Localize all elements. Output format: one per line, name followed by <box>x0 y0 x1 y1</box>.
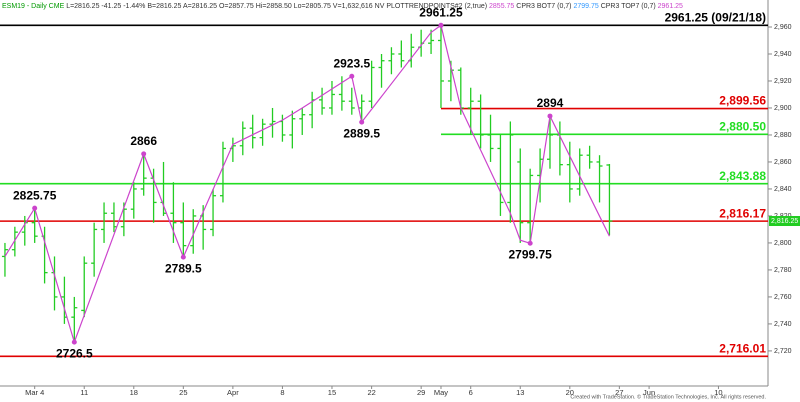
x-tick-label: Jun <box>643 388 655 397</box>
pivot-dot <box>71 339 77 345</box>
x-tick-label: 18 <box>130 388 138 397</box>
pivot-dot <box>349 73 355 79</box>
pivot-label: 2726.5 <box>56 346 93 360</box>
trend-line <box>4 24 610 345</box>
x-tick-label: May <box>434 388 448 397</box>
y-tick-label: 2,940 <box>774 51 792 58</box>
pivot-dot <box>180 254 186 260</box>
level-label: 2,716.01 <box>719 341 766 355</box>
x-tick-label: 29 <box>417 388 425 397</box>
header-segment: 2961.25 <box>658 3 683 10</box>
x-tick-label: 13 <box>516 388 524 397</box>
x-tick-label: 27 <box>615 388 623 397</box>
y-tick-label: 2,720 <box>774 348 792 355</box>
pivot-label: 2799.75 <box>508 247 552 261</box>
x-tick-label: 20 <box>566 388 574 397</box>
level-label: 2,816.17 <box>719 206 766 220</box>
last-price-box <box>769 216 800 227</box>
level-label: 2,880.50 <box>719 119 766 133</box>
y-tick-label: 2,920 <box>774 78 792 85</box>
y-tick-label: 2,880 <box>774 132 792 139</box>
y-tick-label: 2,960 <box>774 24 792 31</box>
last-price-label: 2,816.25 <box>771 218 798 225</box>
x-tick-label: 8 <box>280 388 284 397</box>
x-tick-label: 10 <box>714 388 722 397</box>
pivot-label: 2961.25 <box>419 5 463 19</box>
pivot-dot <box>438 22 444 28</box>
x-tick-label: 25 <box>179 388 187 397</box>
y-tick-label: 2,760 <box>774 294 792 301</box>
pivot-label: 2923.5 <box>333 56 370 70</box>
pivot-label: 2789.5 <box>165 261 202 275</box>
y-tick-label: 2,840 <box>774 186 792 193</box>
y-tick-label: 2,900 <box>774 105 792 112</box>
x-tick-label: 6 <box>469 388 473 397</box>
pivot-dot <box>32 205 38 211</box>
header-segment: CPR3 TOP7 (0,7) <box>601 3 658 10</box>
header-segment: 2855.75 <box>489 3 516 10</box>
level-label: 2,843.88 <box>719 169 766 183</box>
x-tick-label: Mar 4 <box>25 388 44 397</box>
pivot-label: 2889.5 <box>343 126 380 140</box>
header-segment: L=2816.25 -41.25 -1.44% B=2816.25 A=2816… <box>66 3 489 10</box>
pivot-label: 2894 <box>537 96 564 110</box>
header-segment: 2799.75 <box>573 3 600 10</box>
pivot-dot <box>547 113 553 119</box>
y-tick-label: 2,780 <box>774 267 792 274</box>
x-tick-label: 11 <box>80 388 88 397</box>
pivot-label: 2825.75 <box>13 188 57 202</box>
y-tick-label: 2,740 <box>774 321 792 328</box>
header-segment: CPR3 BOT7 (0,7) <box>516 3 573 10</box>
pivot-dot <box>527 240 533 246</box>
pivot-dot <box>359 119 365 125</box>
y-tick-label: 2,800 <box>774 240 792 247</box>
header: ESM19 - Daily CME L=2816.25 -41.25 -1.44… <box>2 3 683 10</box>
header-segment: ESM19 - Daily CME <box>2 3 66 10</box>
footer: Created with TradeStation. © TradeStatio… <box>570 393 766 400</box>
x-tick-label: 22 <box>367 388 375 397</box>
x-tick-label: Apr <box>227 388 239 397</box>
level-label: 2961.25 (09/21/18) <box>665 10 766 24</box>
pivot-dot <box>141 151 147 157</box>
level-label: 2,899.56 <box>719 94 766 108</box>
x-tick-label: 15 <box>328 388 336 397</box>
pivot-label: 2866 <box>130 134 157 148</box>
y-tick-label: 2,860 <box>774 159 792 166</box>
